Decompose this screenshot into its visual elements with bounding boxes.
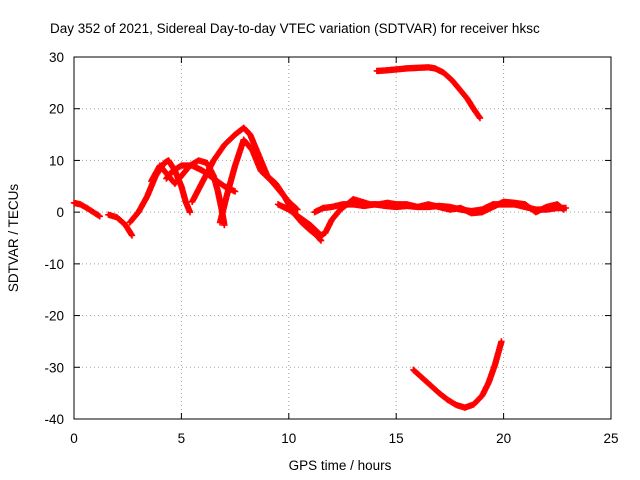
- data-point: [96, 213, 103, 220]
- series-arc-9: [311, 198, 567, 217]
- grid: [74, 57, 611, 419]
- data-point: [498, 338, 505, 345]
- series-arc-1: [70, 199, 103, 220]
- y-tick-label: 10: [49, 153, 64, 168]
- y-tick-label: -10: [44, 257, 64, 272]
- y-tick-label: 20: [49, 102, 64, 117]
- x-tick-label: 0: [70, 431, 78, 446]
- y-tick-label: 0: [56, 205, 64, 220]
- x-tick-label: 25: [603, 431, 618, 446]
- data-point: [221, 221, 228, 229]
- axis-ticks: 0 5 10 15 20 25 -40 -30 -20 -10 0 10 20 30: [44, 50, 618, 446]
- y-tick-label: -40: [44, 412, 64, 427]
- plot-frame: [73, 56, 612, 420]
- series-arc-10: [373, 64, 484, 122]
- series-arc-2: [105, 211, 136, 239]
- series-arc-7: [216, 136, 301, 226]
- x-axis-label: GPS time / hours: [289, 458, 392, 473]
- x-tick-label: 15: [389, 431, 404, 446]
- data-point: [95, 212, 102, 219]
- data-point: [128, 232, 136, 239]
- y-axis-label: SDTVAR / TECUs: [6, 184, 21, 293]
- chart-title: Day 352 of 2021, Sidereal Day-to-day VTE…: [50, 21, 540, 36]
- data-point: [476, 114, 484, 122]
- data-point: [294, 206, 301, 213]
- data-point: [293, 205, 300, 212]
- y-tick-label: 30: [49, 50, 64, 65]
- series-arc-11: [410, 338, 505, 411]
- y-tick-label: -20: [44, 309, 64, 324]
- data-point: [186, 208, 194, 216]
- x-tick-label: 10: [281, 431, 296, 446]
- data-point: [231, 188, 239, 195]
- series-arc-6: [188, 124, 325, 244]
- x-tick-label: 20: [496, 431, 511, 446]
- y-tick-label: -30: [44, 360, 64, 375]
- data-layer: [70, 64, 570, 411]
- x-tick-label: 5: [178, 431, 186, 446]
- data-point: [560, 206, 567, 213]
- data-point: [475, 113, 483, 121]
- data-point: [559, 205, 566, 212]
